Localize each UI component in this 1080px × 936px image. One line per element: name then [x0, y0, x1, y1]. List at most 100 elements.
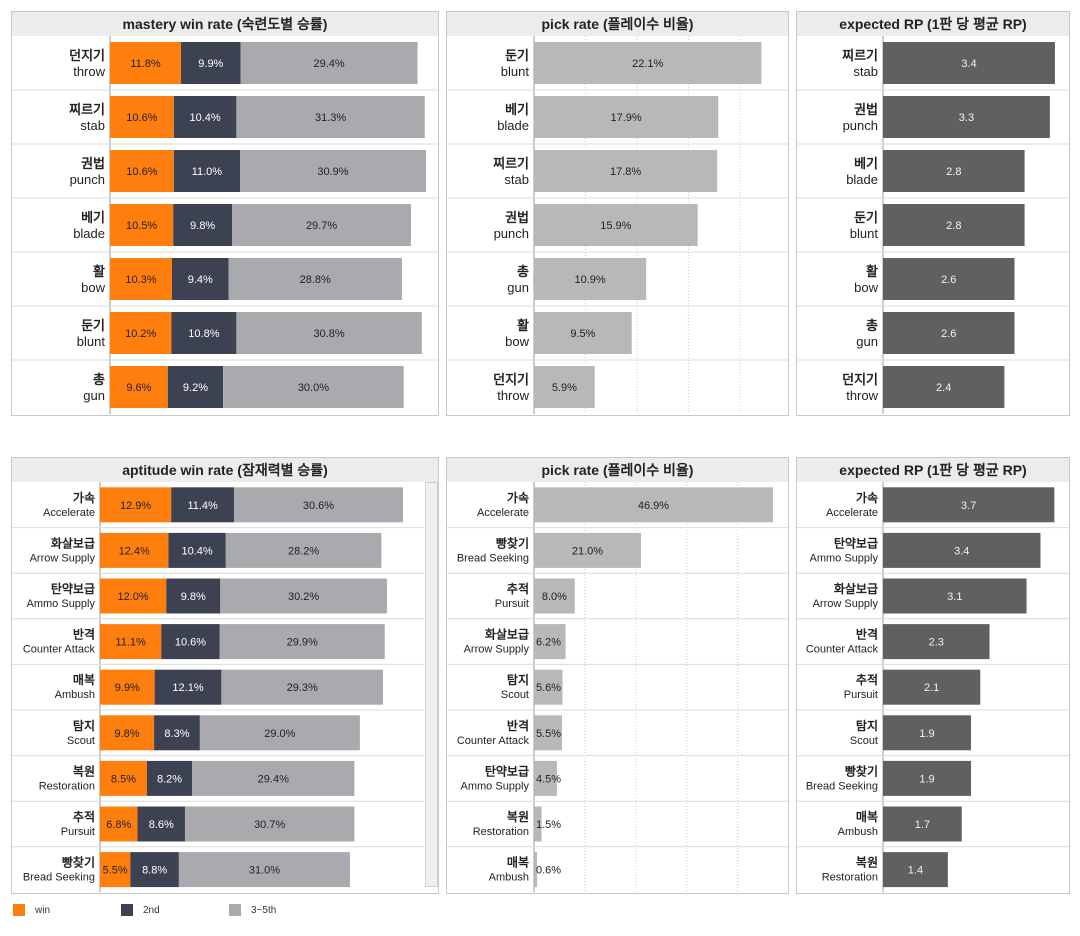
bar-second: [161, 624, 220, 660]
bar: [883, 96, 1050, 138]
category-label-kr: 활: [517, 318, 529, 333]
bar-second: [171, 312, 237, 354]
bar: [883, 532, 1041, 568]
bar: [534, 366, 595, 408]
data-label: 10.4%: [182, 545, 213, 557]
category-label-en: Scout: [501, 689, 529, 701]
mastery-pick-title: pick rate (플레이수 비율): [447, 12, 788, 36]
category-label-en: gun: [83, 388, 105, 403]
data-label: 1.5%: [536, 819, 561, 831]
bar: [534, 532, 641, 568]
category-label-en: gun: [856, 334, 878, 349]
category-label-en: Pursuit: [495, 598, 529, 610]
category-label-kr: 복원: [73, 764, 95, 778]
legend-win-swatch: [13, 904, 25, 916]
legend-third-fifth-label: 3~5th: [251, 904, 277, 916]
data-label: 12.9%: [120, 500, 151, 512]
bar: [534, 806, 542, 842]
data-label: 8.8%: [142, 865, 167, 877]
category-label-kr: 매복: [856, 809, 878, 824]
aptitude-rp-panel: expected RP (1판 당 평균 RP) 가속 Accelerate 3.7…: [796, 457, 1070, 894]
bar-second: [146, 760, 193, 796]
category-label-en: Bread Seeking: [457, 552, 529, 564]
data-label: 11.0%: [192, 166, 223, 178]
bar-win: [110, 150, 174, 192]
legend-third-fifth-swatch: [229, 904, 241, 916]
mastery-rp-title: expected RP (1판 당 평균 RP): [797, 12, 1069, 36]
category-label-kr: 가속: [856, 490, 878, 505]
category-label-kr: 반격: [507, 718, 529, 733]
data-label: 11.8%: [130, 58, 161, 70]
category-label-kr: 권법: [505, 210, 529, 225]
data-label: 30.8%: [313, 328, 344, 340]
aptitude-win-scrollbar[interactable]: [425, 482, 438, 887]
data-label: 2.3: [929, 637, 944, 649]
data-label: 5.6%: [536, 682, 561, 694]
category-label-en: Pursuit: [61, 826, 95, 838]
category-label-en: Restoration: [39, 780, 95, 792]
bar-third-fifth: [221, 669, 384, 705]
bar-win: [110, 96, 174, 138]
legend-third-fifth: 3~5th: [229, 904, 276, 916]
data-label: 2.1: [924, 682, 939, 694]
bar-second: [168, 532, 226, 568]
data-label: 30.2%: [288, 591, 319, 603]
bar: [883, 366, 1005, 408]
category-label-en: Ambush: [838, 826, 878, 838]
bar: [534, 96, 719, 138]
category-label-en: bow: [81, 280, 105, 295]
category-label-en: Scout: [850, 735, 878, 747]
data-label: 1.9: [919, 728, 934, 740]
bar-win: [100, 532, 169, 568]
category-label-en: Ambush: [489, 872, 529, 884]
bar-third-fifth: [178, 852, 350, 888]
bar: [534, 760, 557, 796]
data-label: 46.9%: [638, 500, 669, 512]
category-label-en: Pursuit: [844, 689, 878, 701]
bar-win: [100, 578, 167, 614]
data-label: 9.8%: [114, 728, 139, 740]
category-label-en: stab: [80, 118, 105, 133]
data-label: 3.7: [961, 500, 976, 512]
bar-win: [100, 852, 131, 888]
bar: [883, 42, 1055, 84]
data-label: 10.2%: [125, 328, 156, 340]
aptitude-pick-title: pick rate (플레이수 비율): [447, 458, 788, 482]
data-label: 9.9%: [198, 58, 223, 70]
data-label: 9.8%: [181, 591, 206, 603]
category-label-en: stab: [504, 172, 529, 187]
data-label: 2.4: [936, 382, 951, 394]
data-label: 31.0%: [249, 865, 280, 877]
category-label-kr: 가속: [507, 490, 529, 505]
data-label: 8.6%: [149, 819, 174, 831]
data-label: 12.0%: [118, 591, 149, 603]
category-label-en: blade: [73, 226, 105, 241]
bar-second: [154, 669, 222, 705]
data-label: 6.8%: [106, 819, 131, 831]
category-label-en: Ammo Supply: [461, 780, 530, 792]
category-label-en: bow: [854, 280, 878, 295]
category-label-kr: 빵찾기: [496, 535, 529, 550]
category-label-kr: 활: [866, 264, 878, 279]
bar-win: [100, 487, 172, 523]
bar-second: [130, 852, 179, 888]
category-label-kr: 탐지: [507, 672, 529, 687]
category-label-en: throw: [73, 64, 105, 79]
data-label: 5.5%: [536, 728, 561, 740]
bar: [534, 624, 566, 660]
category-label-kr: 매복: [73, 672, 95, 687]
legend-second-swatch: [121, 904, 133, 916]
mastery-pick-panel: pick rate (플레이수 비율) 둔기 blunt 22.1% 베기 blade 1…: [446, 11, 789, 416]
data-label: 9.9%: [115, 682, 140, 694]
category-label-kr: 권법: [81, 156, 105, 171]
data-label: 30.0%: [298, 382, 329, 394]
bar: [883, 312, 1015, 354]
category-label-kr: 복원: [507, 810, 529, 824]
data-label: 22.1%: [632, 58, 663, 70]
category-label-en: Accelerate: [477, 507, 529, 519]
data-label: 30.6%: [303, 500, 334, 512]
bar-third-fifth: [232, 204, 411, 246]
